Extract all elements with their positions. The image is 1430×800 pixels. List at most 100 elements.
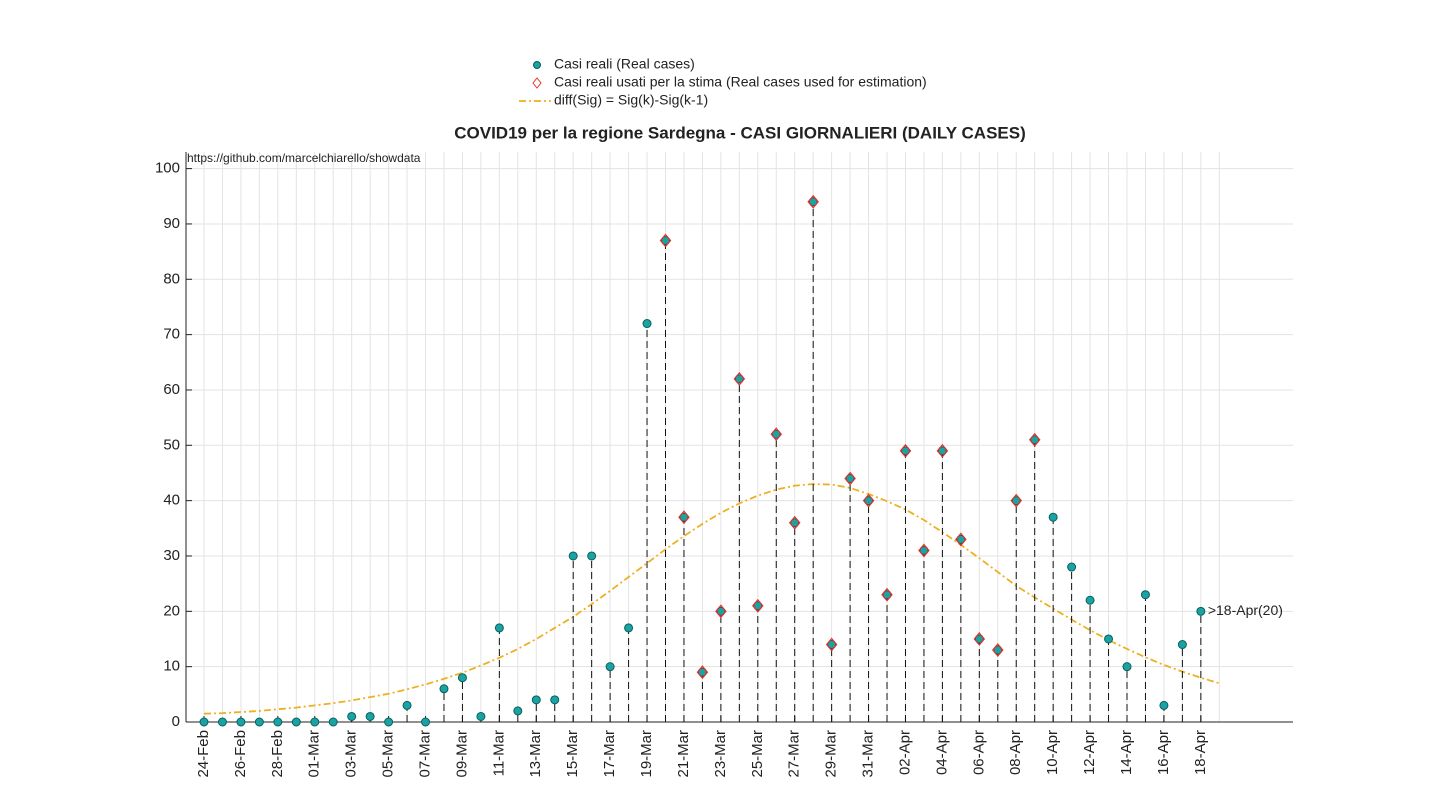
y-tick-label: 60: [163, 381, 180, 398]
y-tick-label: 10: [163, 658, 180, 675]
case-dot: [845, 474, 855, 484]
case-dot: [550, 695, 560, 705]
case-dot: [900, 446, 910, 456]
case-dot: [1048, 512, 1058, 522]
estimation-diamond: [899, 443, 912, 458]
x-tick-label: 19-Mar: [638, 730, 655, 778]
y-tick-label: 70: [163, 326, 180, 343]
case-dot: [679, 512, 689, 522]
case-dot: [310, 717, 320, 727]
estimation-diamond: [955, 532, 967, 547]
case-dot: [476, 711, 486, 721]
case-dot: [1159, 700, 1169, 710]
annotation: https://github.com/marcelchiarello/showd…: [187, 151, 421, 165]
estimation-diamond: [696, 665, 709, 680]
x-tick-label: 10-Apr: [1044, 730, 1061, 775]
chart-title: COVID19 per la regione Sardegna - CASI G…: [454, 123, 1026, 142]
case-dot: [734, 374, 744, 384]
case-dot: [716, 606, 726, 616]
case-dot: [1104, 634, 1114, 644]
case-dot: [347, 711, 357, 721]
y-tick-label: 90: [163, 215, 180, 232]
case-dot: [624, 623, 634, 633]
legend-marker: [533, 61, 541, 69]
estimation-diamond: [936, 443, 949, 458]
x-tick-label: 04-Apr: [933, 730, 950, 775]
x-tick-label: 26-Feb: [232, 730, 249, 778]
case-dot: [439, 684, 449, 694]
case-dot: [494, 623, 504, 633]
case-dot: [291, 717, 301, 727]
case-dot: [1085, 595, 1095, 605]
x-tick-label: 01-Mar: [306, 730, 323, 778]
case-dot: [421, 717, 431, 727]
x-tick-label: 14-Apr: [1118, 730, 1135, 775]
case-dot: [199, 717, 209, 727]
case-dot: [956, 534, 966, 544]
x-tick-label: 17-Mar: [601, 730, 618, 778]
case-dot: [568, 551, 578, 561]
case-dot: [402, 700, 412, 710]
x-tick-label: 24-Feb: [195, 730, 212, 778]
estimation-diamond: [862, 493, 875, 508]
case-dot: [1030, 435, 1040, 445]
x-tick-label: 28-Feb: [269, 730, 286, 778]
y-tick-label: 40: [163, 492, 180, 509]
y-tick-label: 0: [172, 713, 180, 730]
case-dot: [697, 667, 707, 677]
case-dot: [1140, 590, 1150, 600]
x-tick-label: 27-Mar: [786, 730, 803, 778]
y-tick-label: 50: [163, 436, 180, 453]
case-dot: [642, 319, 652, 329]
case-dot: [384, 717, 394, 727]
case-dot: [974, 634, 984, 644]
case-dot: [457, 673, 467, 683]
y-tick-label: 80: [163, 270, 180, 287]
x-tick-label: 05-Mar: [380, 730, 397, 778]
case-dot: [273, 717, 283, 727]
estimation-diamond: [881, 587, 893, 602]
case-dot: [365, 711, 375, 721]
y-tick-label: 30: [163, 547, 180, 564]
estimation-diamond: [1028, 432, 1041, 447]
estimation-diamond: [770, 427, 783, 442]
case-dot: [1196, 606, 1206, 616]
x-tick-label: 13-Mar: [527, 730, 544, 778]
estimation-diamond: [659, 233, 672, 248]
case-dot: [1177, 640, 1187, 650]
case-dot: [993, 645, 1003, 655]
x-tick-label: 11-Mar: [490, 730, 507, 776]
case-dot: [605, 662, 615, 672]
x-tick-label: 06-Apr: [970, 730, 987, 775]
case-dot: [236, 717, 246, 727]
x-tick-label: 21-Mar: [675, 730, 692, 778]
legend-label: Casi reali usati per la stima (Real case…: [554, 74, 927, 90]
legend-label: diff(Sig) = Sig(k)-Sig(k-1): [554, 92, 708, 108]
estimation-diamond: [844, 471, 856, 486]
case-dot: [328, 717, 338, 727]
estimation-diamond: [918, 543, 930, 558]
estimation-diamond: [715, 604, 727, 619]
x-tick-label: 31-Mar: [860, 730, 877, 778]
case-dot: [919, 545, 929, 555]
x-tick-label: 07-Mar: [416, 730, 433, 778]
case-dot: [808, 197, 818, 207]
y-tick-label: 100: [155, 160, 180, 177]
case-dot: [1067, 562, 1077, 572]
case-dot: [587, 551, 597, 561]
annotation: >18-Apr(20): [1208, 602, 1283, 618]
case-dot: [531, 695, 541, 705]
case-dot: [1011, 496, 1021, 506]
estimation-diamond: [733, 371, 746, 386]
case-dot: [513, 706, 523, 716]
case-dot: [661, 236, 670, 246]
x-tick-label: 09-Mar: [453, 730, 470, 778]
estimation-diamond: [1010, 493, 1023, 508]
x-tick-label: 23-Mar: [712, 730, 729, 778]
case-dot: [254, 717, 264, 727]
legend-marker: [532, 77, 542, 89]
case-dot: [753, 601, 763, 611]
estimation-diamond: [991, 643, 1004, 657]
x-tick-label: 12-Apr: [1081, 730, 1098, 775]
